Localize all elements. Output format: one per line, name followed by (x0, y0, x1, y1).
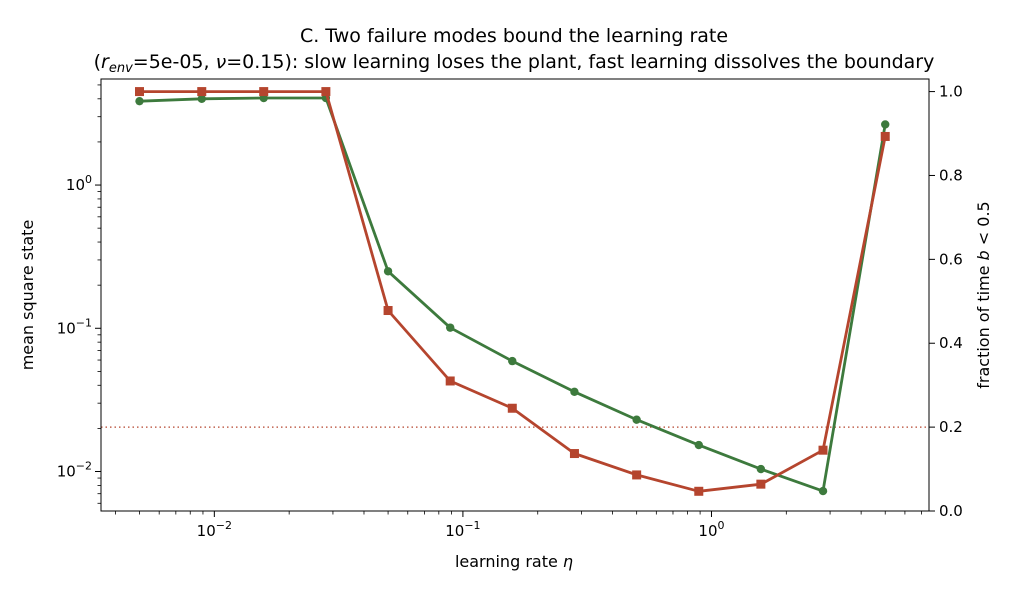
x-tick-label: 10−2 (197, 519, 232, 540)
series-point-left (197, 94, 206, 104)
series-point-right (507, 403, 517, 413)
title-remainder: =0.15): slow learning loses the plant, f… (226, 51, 934, 73)
chart-title-line2: (renv=5e-05, ν=0.15): slow learning lose… (94, 51, 935, 76)
y-right-tick-label: 0.4 (939, 334, 963, 352)
series-point-right (197, 87, 207, 97)
chart-title-line1: C. Two failure modes bound the learning … (300, 25, 728, 47)
series-point-right (445, 376, 455, 386)
y-right-tick-label: 0.0 (939, 502, 963, 520)
x-axis-label: learning rate η (455, 552, 573, 571)
series-point-right (259, 87, 269, 97)
series-point-left (135, 96, 144, 106)
series-point-right (135, 87, 145, 97)
title-r-symbol: r (101, 51, 110, 73)
title-r-subscript: env (109, 61, 133, 76)
series-point-left (383, 267, 393, 276)
series-point-right (818, 445, 828, 455)
series-line-right (139, 90, 887, 493)
y-right-tick-label: 0.2 (939, 418, 963, 436)
x-tick-label: 100 (698, 519, 724, 540)
series-point-left (694, 440, 703, 450)
y-axis-right-label: fraction of time b < 0.5 (974, 201, 993, 388)
series-point-left (508, 356, 517, 366)
series-point-left (570, 387, 579, 397)
series-point-left (446, 323, 455, 332)
series-point-right (632, 470, 642, 480)
series-point-left (818, 486, 828, 496)
y-axis-left-label: mean square state (18, 220, 37, 371)
series-point-right (569, 449, 579, 459)
series-point-right (694, 486, 704, 496)
y-right-tick-label: 0.8 (939, 166, 963, 184)
y-left-tick-label: 10−1 (57, 316, 92, 337)
series-point-right (321, 87, 331, 97)
series-layer (135, 87, 890, 496)
plot-frame (100, 78, 930, 512)
series-point-left (881, 120, 890, 129)
series-point-left (756, 464, 766, 474)
y-left-tick-label: 100 (66, 173, 92, 194)
series-point-right (880, 131, 890, 141)
title-nu-symbol: ν (216, 51, 227, 73)
title-r-value: =5e-05, (133, 51, 216, 73)
series-point-left (632, 415, 641, 424)
y-right-tick-label: 0.6 (939, 250, 963, 268)
series-point-right (756, 479, 766, 489)
series-line-left (139, 96, 887, 493)
y-right-tick-label: 1.0 (939, 83, 963, 101)
x-tick-label: 10−1 (445, 519, 480, 540)
y-left-tick-label: 10−2 (57, 460, 92, 481)
title-paren: ( (94, 51, 101, 73)
axes: 10−2 10−1 100 10−2 10−1 100 0.0 0.2 0.4 0.6 0.8 1.0 (57, 83, 963, 540)
series-point-right (383, 306, 393, 316)
